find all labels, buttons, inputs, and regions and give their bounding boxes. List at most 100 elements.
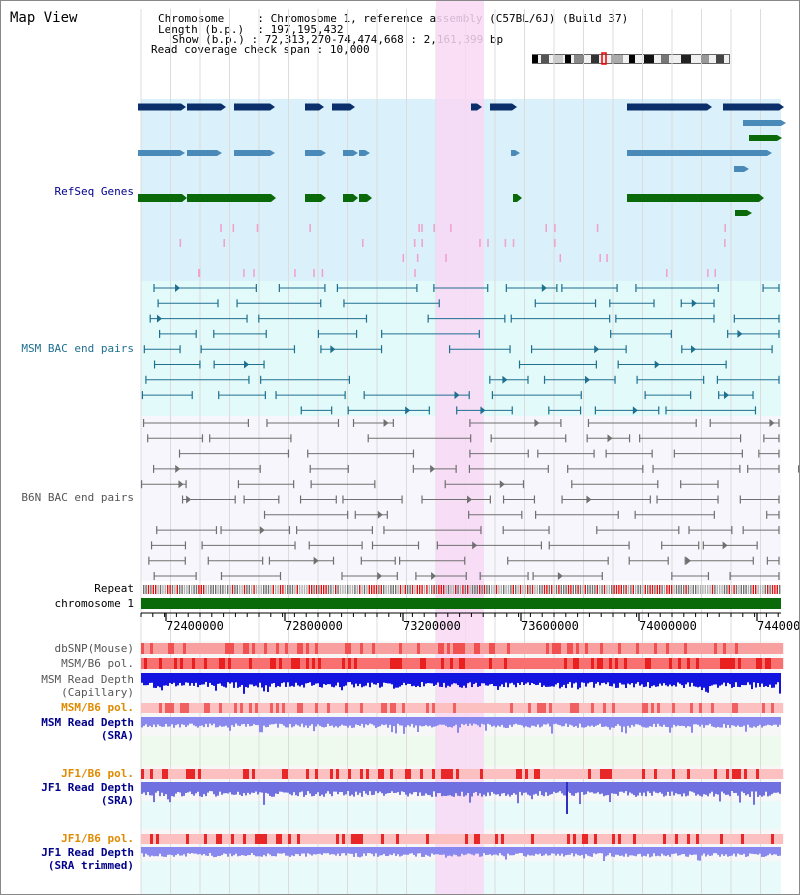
depth-bar — [331, 782, 333, 797]
depth-bar — [627, 673, 629, 684]
heat-cell — [213, 834, 217, 844]
heat-cell — [663, 643, 667, 654]
track-label-b6n-bac[interactable]: B6N BAC end pairs — [21, 491, 134, 504]
heat-cell — [354, 643, 358, 654]
gene-block — [305, 150, 321, 156]
depth-bar — [547, 673, 549, 687]
depth-bar — [337, 847, 339, 854]
gene-arrow — [217, 150, 222, 156]
heat-cell — [657, 769, 661, 779]
repeat-mark — [289, 585, 291, 594]
heat-cell — [675, 834, 679, 844]
track-label-refseq[interactable]: RefSeq Genes — [54, 185, 134, 198]
heat-cell — [366, 834, 370, 844]
depth-bar — [341, 782, 343, 793]
depth-bar — [463, 847, 465, 856]
depth-bar — [539, 673, 541, 683]
repeat-mark — [318, 585, 320, 594]
repeat-mark — [284, 585, 286, 594]
depth-bar — [607, 847, 609, 856]
heat-cell — [504, 643, 508, 654]
heat-cell — [279, 834, 283, 844]
heat-cell — [288, 834, 292, 844]
depth-bar — [437, 782, 439, 794]
depth-bar — [273, 782, 275, 797]
pink-mark — [487, 239, 489, 247]
depth-bar — [683, 847, 685, 854]
heat-cell — [696, 834, 700, 844]
depth-bar — [537, 782, 539, 796]
depth-bar — [515, 673, 517, 688]
repeat-mark — [675, 585, 678, 594]
heat-cell — [156, 769, 160, 779]
depth-bar — [465, 673, 467, 688]
depth-bar — [363, 673, 365, 687]
depth-bar — [471, 717, 473, 726]
depth-bar — [143, 782, 145, 793]
heat-cell — [756, 703, 760, 713]
heat-cell — [600, 658, 604, 669]
repeat-mark — [493, 585, 495, 594]
depth-bar — [485, 673, 487, 686]
depth-bar — [199, 847, 201, 854]
depth-bar — [455, 673, 457, 684]
heat-cell — [675, 769, 679, 779]
depth-bar — [223, 782, 225, 794]
heat-cell — [423, 658, 427, 669]
heat-cell — [429, 834, 433, 844]
heat-cell — [462, 703, 466, 713]
heat-cell — [666, 834, 670, 844]
repeat-mark — [452, 585, 454, 594]
heat-cell — [411, 769, 415, 779]
depth-bar — [147, 847, 149, 856]
depth-bar — [643, 782, 645, 793]
heat-cell — [495, 834, 499, 844]
gene-arrow — [180, 150, 185, 156]
track-label-msm-bac[interactable]: MSM BAC end pairs — [21, 342, 134, 355]
depth-bar — [661, 717, 663, 727]
ruler-tick-label: 73200000 — [403, 619, 461, 633]
depth-bar — [531, 782, 533, 800]
repeat-mark — [320, 585, 322, 594]
heat-cell — [156, 834, 160, 844]
depth-bar — [605, 782, 607, 796]
depth-bar — [281, 717, 283, 725]
heat-cell — [759, 769, 763, 779]
depth-bar — [681, 673, 683, 686]
heat-cell — [372, 769, 376, 779]
heat-cell — [717, 643, 721, 654]
depth-bar — [647, 673, 649, 683]
repeat-mark — [303, 585, 306, 594]
depth-bar — [635, 673, 637, 684]
heat-cell — [180, 834, 184, 844]
heat-cell — [693, 703, 697, 713]
gene-arrow — [477, 103, 482, 111]
heat-cell — [375, 643, 379, 654]
depth-bar — [357, 717, 359, 726]
heat-cell — [240, 703, 244, 713]
heat-cell — [312, 769, 316, 779]
gene-arrow — [512, 103, 517, 111]
repeat-mark — [757, 585, 759, 594]
heat-cell — [477, 834, 481, 844]
depth-bar — [695, 717, 697, 725]
depth-bar — [569, 717, 571, 725]
depth-bar — [433, 782, 435, 792]
depth-bar — [771, 717, 773, 726]
depth-bar — [263, 673, 265, 692]
repeat-mark — [270, 585, 272, 594]
repeat-mark — [294, 585, 296, 594]
heat-cell — [486, 834, 490, 844]
depth-bar — [659, 673, 661, 684]
heat-cell — [552, 834, 556, 844]
heat-cell — [450, 658, 454, 669]
heat-cell — [612, 643, 616, 654]
heat-cell — [462, 658, 466, 669]
depth-bar — [491, 717, 493, 727]
track-label-repeat: Repeat — [94, 582, 134, 595]
depth-bar — [481, 782, 483, 797]
depth-bar — [289, 847, 291, 857]
heat-cell — [666, 643, 670, 654]
depth-bar — [153, 782, 155, 803]
